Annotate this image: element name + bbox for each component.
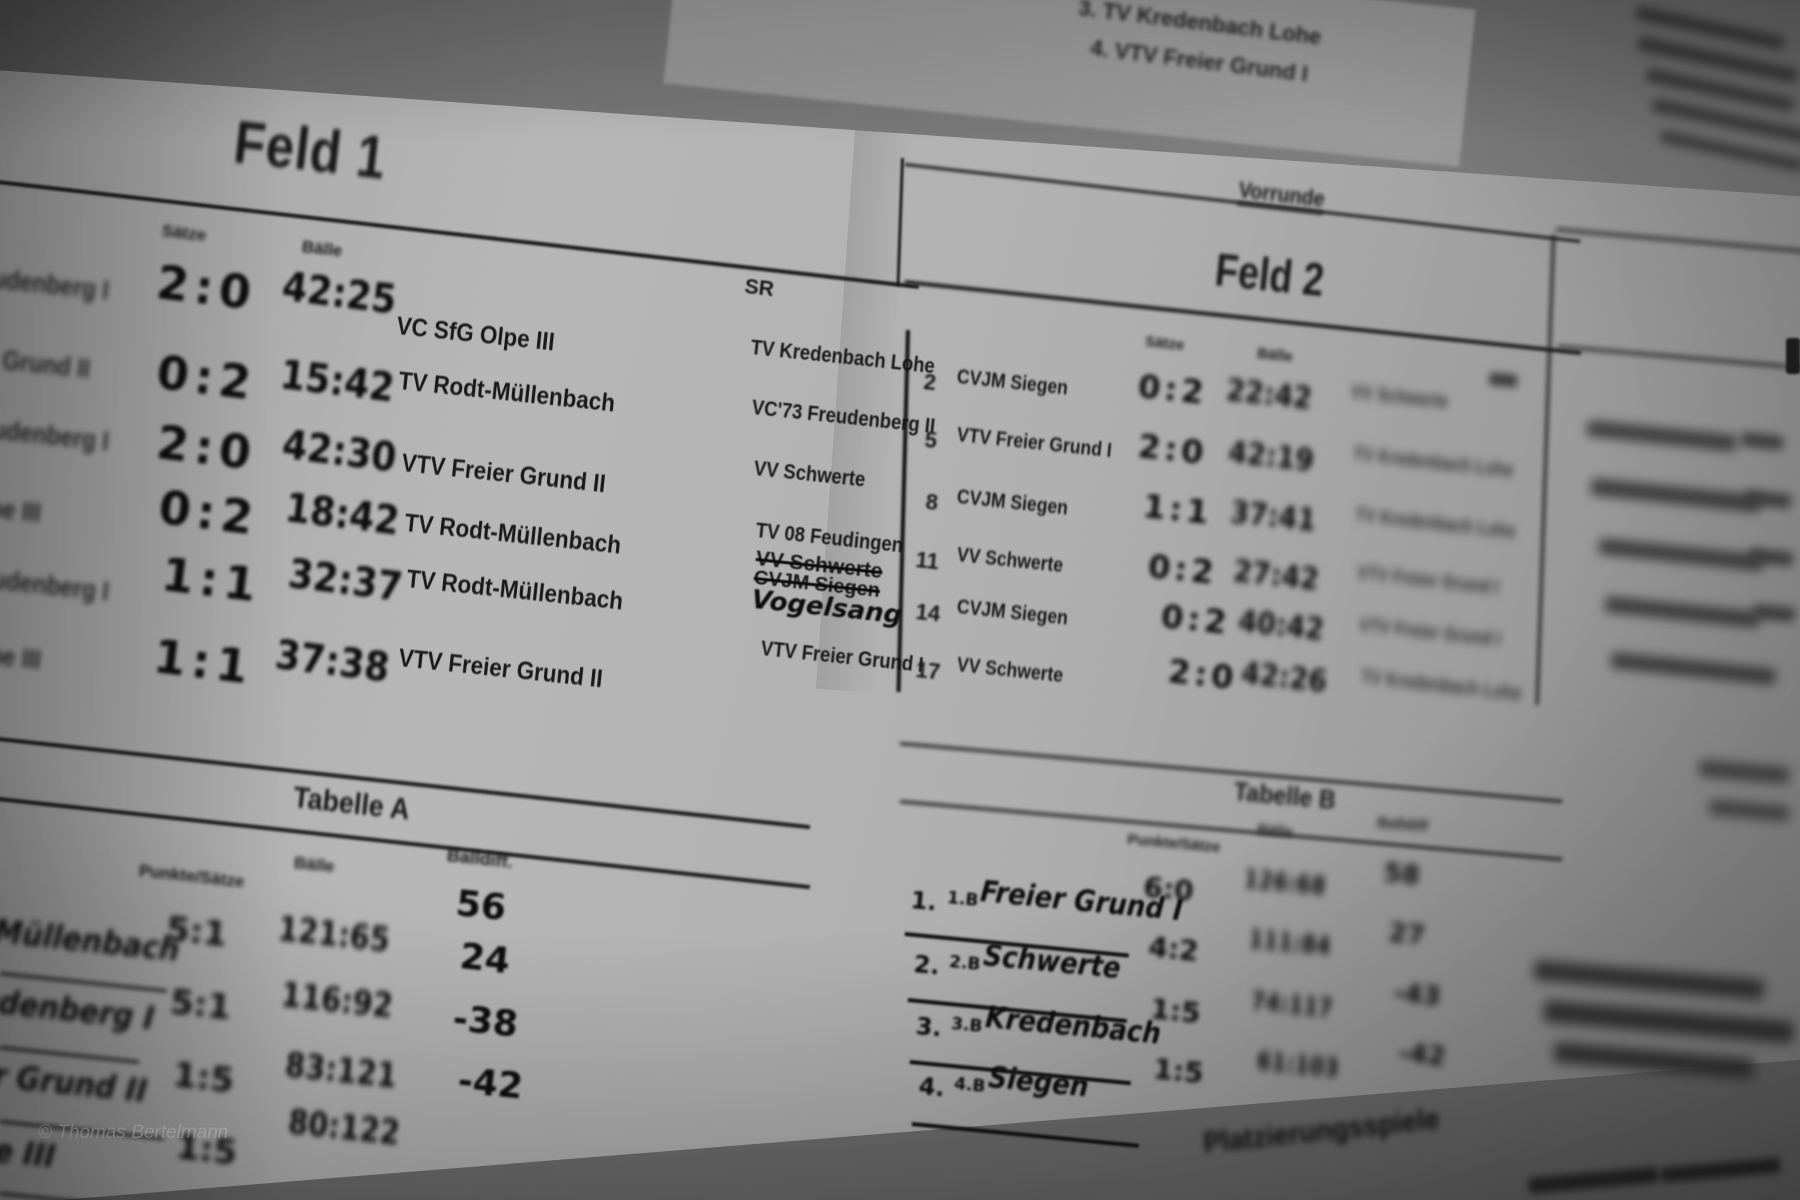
feld2-saetze-score: 1:1 (1141, 487, 1215, 533)
feld2-saetze-score: 0:2 (1146, 547, 1220, 593)
feld2-header-sr-blurred (1488, 372, 1518, 388)
ranking-number: 4. (1089, 35, 1111, 63)
feld1-saetze-score: 0:2 (153, 345, 261, 411)
tabelle-b-balldiff: 58 (1382, 858, 1422, 892)
tabelle-b-punkte: 4:2 (1147, 930, 1201, 968)
feld2-game-number: 5 (923, 427, 939, 454)
tabelle-b-rank: 3. (914, 1012, 943, 1043)
tabelle-b-punkte: 1:5 (1149, 992, 1203, 1030)
feld2-game-number: 2 (922, 369, 938, 396)
feld2-saetze-score: 2:0 (1166, 652, 1240, 698)
feld1-saetze-score: 0:2 (155, 480, 263, 546)
dark-edge-notch (1786, 338, 1800, 374)
ranking-number: 3. (1077, 0, 1099, 23)
feld2-baelle-score: 40:42 (1236, 604, 1326, 648)
tabelle-b-balldiff: 27 (1387, 918, 1427, 952)
tabelle-b-punkte: 1:5 (1152, 1052, 1206, 1090)
tabelle-b-balldiff: -43 (1392, 978, 1442, 1013)
feld1-home-team: lpe III (0, 492, 43, 528)
tabelle-b-group: 4.B (953, 1074, 987, 1097)
feld2-saetze-score: 0:2 (1159, 597, 1233, 643)
tabelle-a-balldiff: -42 (455, 1060, 525, 1108)
feld2-game-number: 11 (914, 547, 941, 575)
feld1-saetze-score: 2:0 (153, 415, 261, 481)
feld2-saetze-score: 0:2 (1136, 367, 1210, 413)
feld2-game-number: 14 (914, 599, 942, 627)
feld1-saetze-score: 2:0 (153, 255, 261, 321)
tabelle-a-punkte: 5:1 (164, 909, 229, 956)
tabelle-a-punkte: 1:5 (171, 1055, 236, 1102)
feld2-game-number: 17 (914, 657, 942, 685)
feld1-saetze-score: 1:1 (158, 547, 266, 613)
tabelle-b-group: 1.B (946, 888, 980, 911)
feld2-baelle-score: 42:26 (1239, 656, 1329, 700)
feld2-baelle-score: 22:42 (1224, 373, 1314, 417)
feld2-header-baelle: Bälle (1256, 345, 1294, 366)
tabelle-b-group: 2.B (948, 952, 982, 975)
tabelle-b-group: 3.B (950, 1014, 984, 1037)
feld2-baelle-score: 27:42 (1231, 554, 1321, 598)
tabelle-b-punkte: 6:0 (1142, 870, 1196, 908)
tabelle-b-rank: 1. (909, 886, 938, 917)
feld1-header-sr: SR (743, 275, 776, 302)
tabelle-b-header-baelle: Bälle (1256, 821, 1294, 842)
tabelle-a-balldiff: 56 (453, 883, 509, 930)
feld2-saetze-score: 2:0 (1136, 427, 1210, 473)
feld2-baelle-score: 42:19 (1226, 435, 1316, 479)
tabelle-a-punkte: 5:1 (168, 982, 233, 1029)
tabelle-b-rank: 4. (917, 1072, 946, 1103)
tabelle-a-balldiff: 24 (457, 936, 513, 983)
feld2-baelle-score: 37:41 (1228, 495, 1318, 539)
tabelle-a-balldiff: -38 (450, 998, 520, 1046)
feld1-home-team: lpe III (0, 639, 43, 675)
tabelle-b-rank: 2. (912, 950, 941, 981)
tabelle-b-balldiff: -42 (1397, 1038, 1447, 1073)
feld2-title: Feld 2 (1212, 243, 1327, 307)
photo-credit-watermark: © Thomas Bertelmann (38, 1122, 229, 1143)
feld1-saetze-score: 1:1 (150, 629, 258, 695)
feld2-game-number: 8 (924, 489, 940, 516)
